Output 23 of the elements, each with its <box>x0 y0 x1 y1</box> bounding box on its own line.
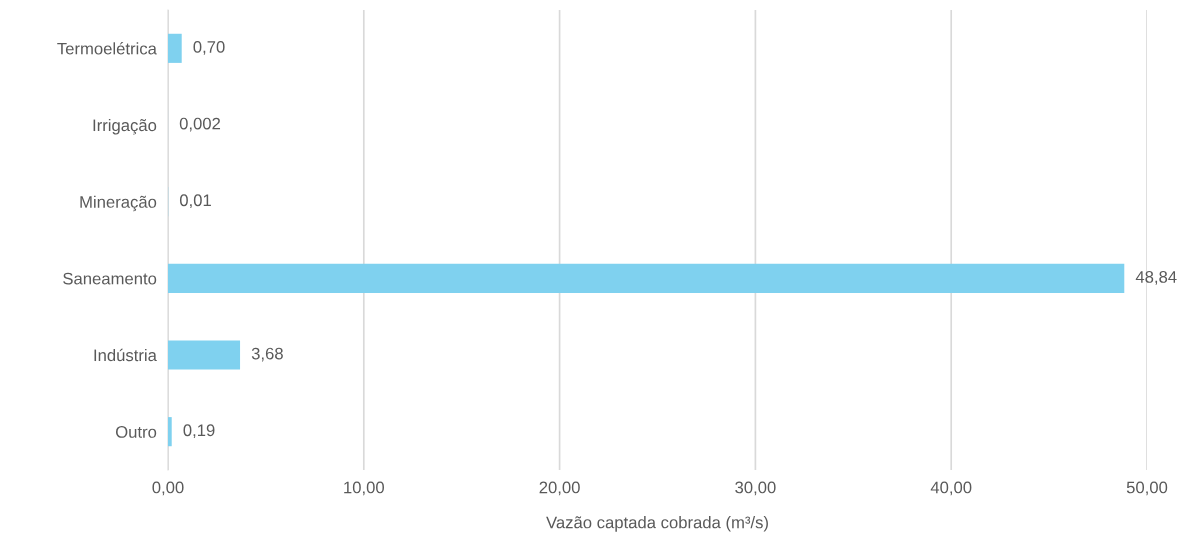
y-tick-label: Mineração <box>80 195 157 212</box>
y-tick-label: Saneamento <box>63 272 157 285</box>
bar <box>168 417 172 447</box>
data-label: 48,84 <box>1135 271 1177 285</box>
y-tick-label: Outro <box>116 426 157 438</box>
y-tick-label: Termoelétrica <box>57 42 157 55</box>
data-label: 0,19 <box>183 424 215 439</box>
bar <box>168 33 182 63</box>
y-tick-label: Indústria <box>94 348 157 362</box>
x-tick-label: 20,00 <box>539 481 580 496</box>
x-tick-label: 30,00 <box>735 481 776 496</box>
bar <box>168 263 1125 293</box>
y-tick-label: Irrigação <box>93 118 157 135</box>
data-label: 0,002 <box>179 117 221 132</box>
data-label: 0,01 <box>179 194 211 209</box>
x-tick-label: 40,00 <box>930 481 972 496</box>
x-tick-label: 10,00 <box>344 481 384 496</box>
x-axis-title: Vazão captada cobrada (m³/s) <box>546 516 768 532</box>
x-tick-label: 50,00 <box>1126 481 1168 496</box>
x-tick-label: 0,00 <box>152 481 184 496</box>
bar <box>168 340 241 370</box>
data-label: 3,68 <box>251 347 283 362</box>
data-label: 0,70 <box>193 41 225 55</box>
